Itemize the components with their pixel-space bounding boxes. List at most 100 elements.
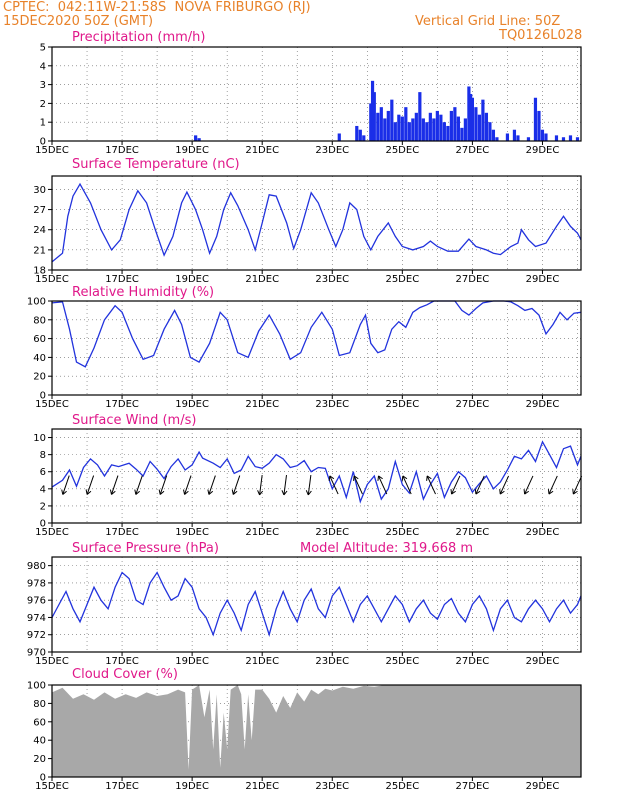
precip-bar [425,122,429,141]
x-tick-label: 29DEC [526,274,560,285]
humidity-title: Relative Humidity (%) [72,285,214,300]
cloud-cover-panel: 0 20 40 60 80 100 15DEC 17DEC 19DEC 21DEC 23DEC 25D… [27,667,582,792]
y-tick-label: 80 [33,315,46,326]
wind-arrow [524,475,534,495]
y-tick-label: 972 [27,630,46,641]
y-tick-label: 2 [40,501,46,512]
precip-bar [390,99,394,141]
wind-arrow-head [158,489,165,495]
precip-bar [400,116,404,141]
model-altitude-label: Model Altitude: 319.668 m [300,541,473,556]
wind-arrow-head [353,475,359,481]
x-tick-label: 19DEC [175,656,209,667]
x-tick-label: 15DEC [35,781,69,792]
y-tick-label: 10 [33,433,46,444]
wind-arrow [548,475,558,495]
x-tick-label: 27DEC [456,781,490,792]
x-tick-label: 23DEC [315,527,349,538]
y-tick-label: 4 [40,61,46,72]
y-tick-label: 20 [33,754,46,765]
x-tick-label: 19DEC [175,399,209,410]
wind-arrow [426,475,436,495]
precip-bar [404,107,408,141]
precip-bar [383,118,387,141]
precip-bar [432,118,436,141]
wind-arrow [475,475,485,495]
wind-arrow-head [85,489,92,495]
x-tick-label: 23DEC [315,781,349,792]
precip-bar [537,110,541,141]
precip-bar [428,112,432,141]
x-tick-label: 29DEC [526,781,560,792]
wind-arrow [572,475,583,495]
x-tick-label: 27DEC [456,656,490,667]
x-tick-label: 17DEC [105,527,139,538]
wind-arrow-head [109,489,116,495]
x-tick-label: 21DEC [245,145,279,156]
wind-arrow [378,475,388,495]
wind-arrow-head [231,489,238,495]
precip-bar [194,135,198,141]
x-tick-label: 19DEC [175,145,209,156]
y-tick-label: 18 [33,266,46,277]
y-tick-label: 970 [27,648,46,659]
y-tick-label: 0 [40,519,46,530]
wind-arrow-head [547,489,554,495]
y-tick-label: 60 [33,717,46,728]
humidity-line [51,300,582,368]
wind-arrow [451,475,461,495]
temperature-line [51,182,582,263]
y-tick-label: 21 [33,245,46,256]
x-tick-label: 21DEC [245,399,279,410]
pressure-panel: 970 972 974 976 978 980 15DEC 17DEC 19DEC 21DEC 23… [27,541,582,667]
x-tick-label: 15DEC [35,656,69,667]
wind-arrow-head [305,490,312,496]
wind-arrow-head [61,489,67,495]
precip-bar [414,112,418,141]
y-tick-label: 6 [40,467,46,478]
x-tick-label: 25DEC [385,399,419,410]
y-tick-label: 0 [40,391,46,402]
x-tick-label: 19DEC [175,274,209,285]
x-tick-label: 17DEC [105,145,139,156]
header-station: CPTEC: 042:11W-21:58S NOVA FRIBURGO (RJ) [3,0,311,15]
precip-bar [561,137,566,141]
wind-arrow [184,475,192,495]
y-tick-label: 30 [33,185,46,196]
x-tick-label: 21DEC [245,274,279,285]
plot-frame [51,46,582,142]
precip-bar [421,118,425,141]
plot-frame [51,684,582,778]
header-model-code: TQ0126L028 [499,28,583,43]
y-tick-label: 27 [33,205,46,216]
wind-arrow [135,475,143,495]
x-tick-label: 23DEC [315,274,349,285]
precip-bar [540,129,545,141]
x-tick-label: 19DEC [175,781,209,792]
wind-arrow-head [426,475,432,481]
precip-bar [554,135,559,141]
y-tick-label: 100 [27,681,46,692]
wind-arrow [499,475,510,495]
header-grid-note: Vertical Grid Line: 50Z [415,14,561,29]
x-tick-label: 23DEC [315,399,349,410]
y-tick-label: 978 [27,578,46,589]
x-tick-label: 17DEC [105,399,139,410]
y-tick-label: 60 [33,334,46,345]
precip-bar [370,80,375,141]
precip-bar [544,133,548,141]
x-tick-label: 17DEC [105,656,139,667]
x-tick-label: 21DEC [245,781,279,792]
wind-panel: 0 2 4 6 8 10 15DEC 17DEC 19DEC 21DEC 23DEC 25DEC 27D… [33,413,583,538]
x-tick-label: 27DEC [456,399,490,410]
precip-bar [477,114,482,141]
wind-arrow-head [134,489,140,495]
pressure-title: Surface Pressure (hPa) [72,541,219,556]
y-tick-label: 3 [40,80,46,91]
precip-bar [362,135,366,141]
wind-arrow-head [377,475,383,481]
x-tick-label: 29DEC [526,527,560,538]
pressure-line [51,571,582,637]
temperature-panel: 18 21 24 27 30 15DEC 17DEC 19DEC 21DEC 23DEC 25DEC… [33,157,582,285]
precip-bar [575,137,580,141]
